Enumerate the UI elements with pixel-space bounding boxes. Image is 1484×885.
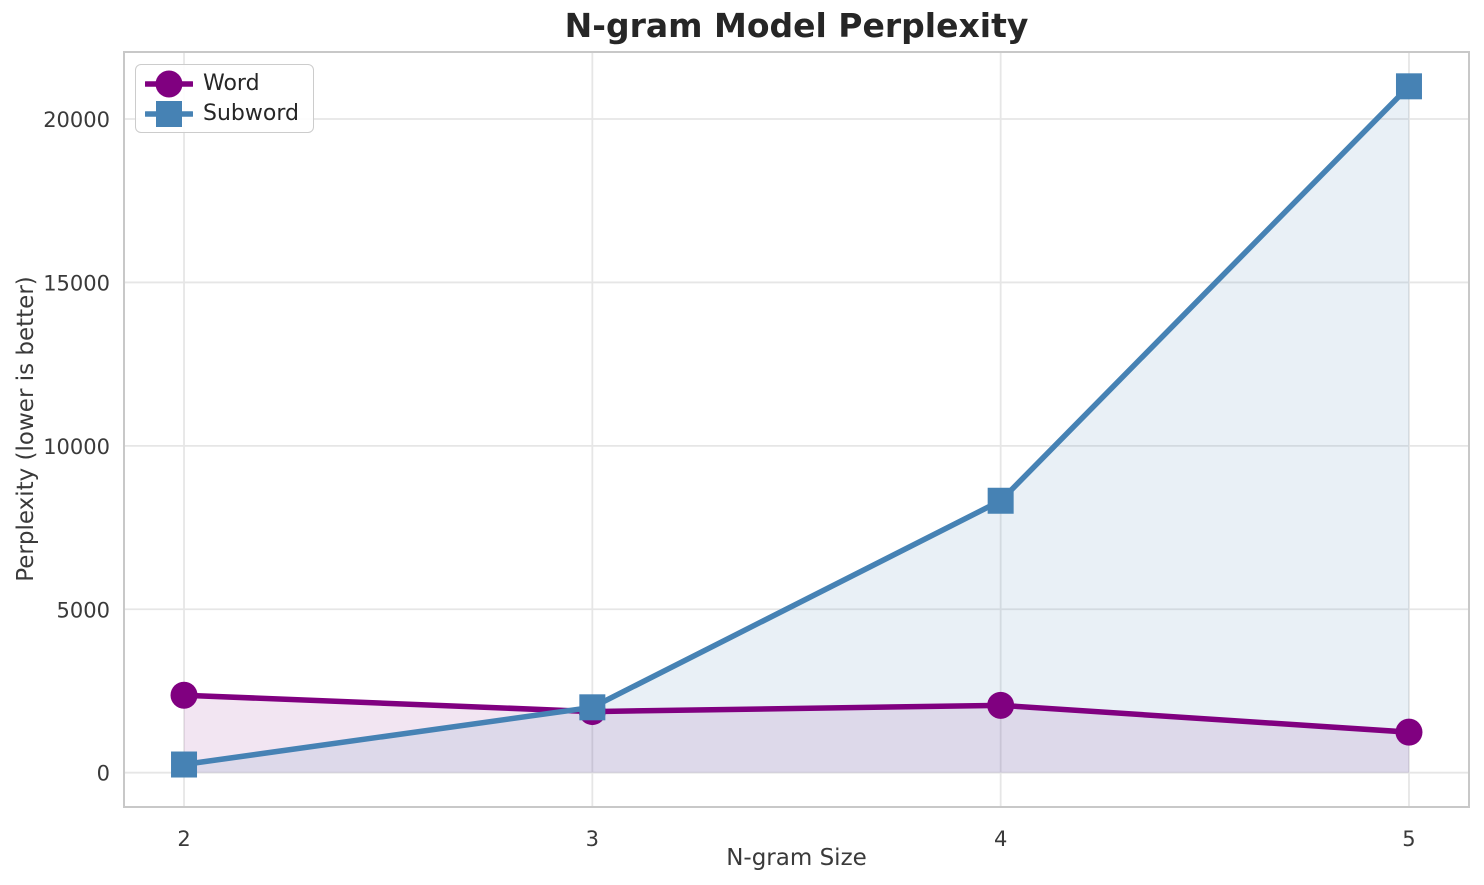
word-marker	[987, 691, 1015, 719]
word-marker	[1395, 718, 1423, 746]
chart-title: N-gram Model Perplexity	[564, 6, 1029, 45]
plot-border	[123, 51, 1470, 808]
x-tick-label: 5	[1402, 827, 1415, 851]
y-tick-label: 0	[97, 762, 110, 786]
legend-item: Word	[145, 69, 299, 98]
x-tick-label: 2	[177, 827, 190, 851]
subword-marker	[987, 487, 1014, 514]
x-axis-label: N-gram Size	[726, 845, 867, 871]
legend-word-circle-icon	[145, 70, 193, 97]
y-tick-label: 15000	[43, 271, 110, 295]
legend-item-label: Subword	[203, 101, 299, 126]
y-tick-label: 10000	[43, 435, 110, 459]
y-tick-label: 5000	[57, 598, 110, 622]
y-tick-label: 20000	[43, 108, 110, 132]
x-tick-label: 3	[586, 827, 599, 851]
legend-item: Subword	[145, 99, 299, 128]
legend-subword-square-icon	[145, 100, 193, 127]
legend-item-label: Word	[203, 71, 260, 96]
y-axis-label: Perplexity (lower is better)	[13, 276, 39, 582]
subword-marker	[1395, 73, 1422, 100]
subword-marker	[579, 694, 606, 721]
subword-marker	[171, 751, 198, 778]
x-tick-label: 4	[994, 827, 1007, 851]
subword-line	[181, 83, 1412, 768]
word-line	[181, 692, 1412, 735]
legend: Word Subword	[135, 64, 314, 133]
word-marker	[170, 681, 198, 709]
subword-area-fill	[184, 86, 1409, 773]
